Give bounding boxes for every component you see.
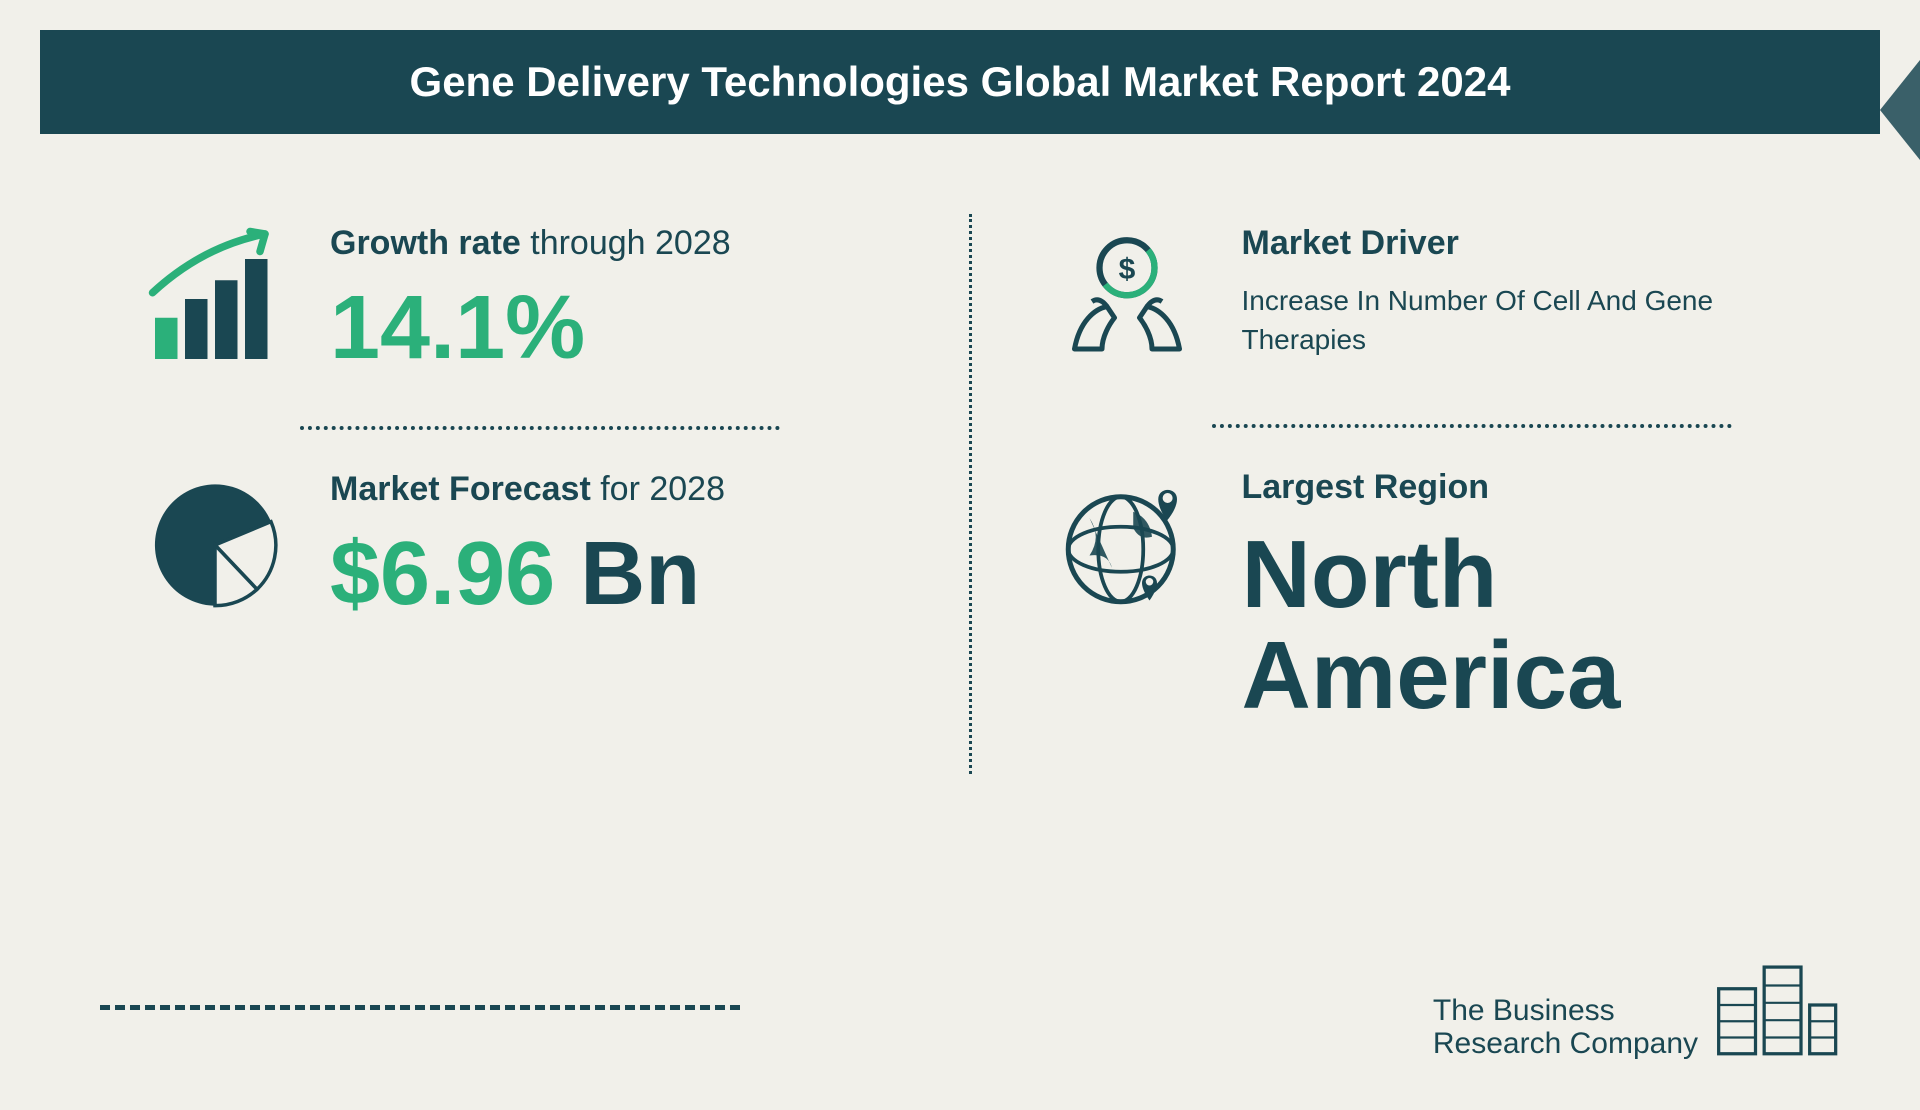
company-logo: The Business Research Company (1433, 950, 1840, 1060)
left-column: Growth rate through 2028 14.1% Market Fo… (120, 194, 909, 774)
svg-text:$: $ (1118, 253, 1135, 286)
growth-rate-label-light: through 2028 (521, 224, 731, 262)
pie-chart-icon (140, 470, 290, 620)
market-forecast-block: Market Forecast for 2028 $6.96 Bn (120, 440, 909, 662)
growth-rate-text: Growth rate through 2028 14.1% (330, 224, 909, 376)
growth-bars-arrow-icon (140, 224, 290, 374)
vertical-dotted-divider (969, 214, 972, 774)
growth-rate-label-bold: Growth rate (330, 224, 521, 262)
market-driver-label: Market Driver (1242, 224, 1821, 263)
largest-region-label: Largest Region (1242, 468, 1821, 507)
right-column: $ Market Driver Increase In Number Of Ce… (1032, 194, 1821, 774)
report-title-bar: Gene Delivery Technologies Global Market… (40, 30, 1880, 134)
company-logo-text: The Business Research Company (1433, 994, 1698, 1060)
market-forecast-label-light: for 2028 (591, 470, 725, 508)
hands-coin-icon: $ (1052, 224, 1202, 374)
market-forecast-label: Market Forecast for 2028 (330, 470, 909, 509)
market-driver-label-bold: Market Driver (1242, 224, 1459, 262)
logo-line1: The Business (1433, 994, 1615, 1027)
content-grid: Growth rate through 2028 14.1% Market Fo… (0, 134, 1920, 774)
largest-region-block: Largest Region North America (1032, 438, 1821, 767)
logo-line2: Research Company (1433, 1027, 1698, 1060)
forecast-value-suffix: Bn (555, 524, 700, 624)
market-forecast-label-bold: Market Forecast (330, 470, 591, 508)
market-driver-text: Market Driver Increase In Number Of Cell… (1242, 224, 1821, 359)
globe-pins-icon (1052, 468, 1202, 618)
market-forecast-value: $6.96 Bn (330, 527, 909, 622)
market-forecast-text: Market Forecast for 2028 $6.96 Bn (330, 470, 909, 622)
growth-rate-value: 14.1% (330, 281, 909, 376)
market-driver-block: $ Market Driver Increase In Number Of Ce… (1032, 194, 1821, 414)
corner-accent (1880, 60, 1920, 160)
largest-region-value: North America (1242, 525, 1821, 727)
market-driver-description: Increase In Number Of Cell And Gene Ther… (1242, 281, 1821, 359)
bottom-dashed-rule (100, 1005, 740, 1010)
growth-rate-block: Growth rate through 2028 14.1% (120, 194, 909, 416)
growth-rate-label: Growth rate through 2028 (330, 224, 909, 263)
right-dotted-divider (1212, 424, 1732, 428)
left-dotted-divider (300, 426, 780, 430)
largest-region-text: Largest Region North America (1242, 468, 1821, 727)
report-title-text: Gene Delivery Technologies Global Market… (410, 58, 1511, 105)
company-logo-icon (1710, 950, 1840, 1060)
largest-region-label-bold: Largest Region (1242, 468, 1489, 506)
forecast-value-prefix: $6.96 (330, 524, 555, 624)
